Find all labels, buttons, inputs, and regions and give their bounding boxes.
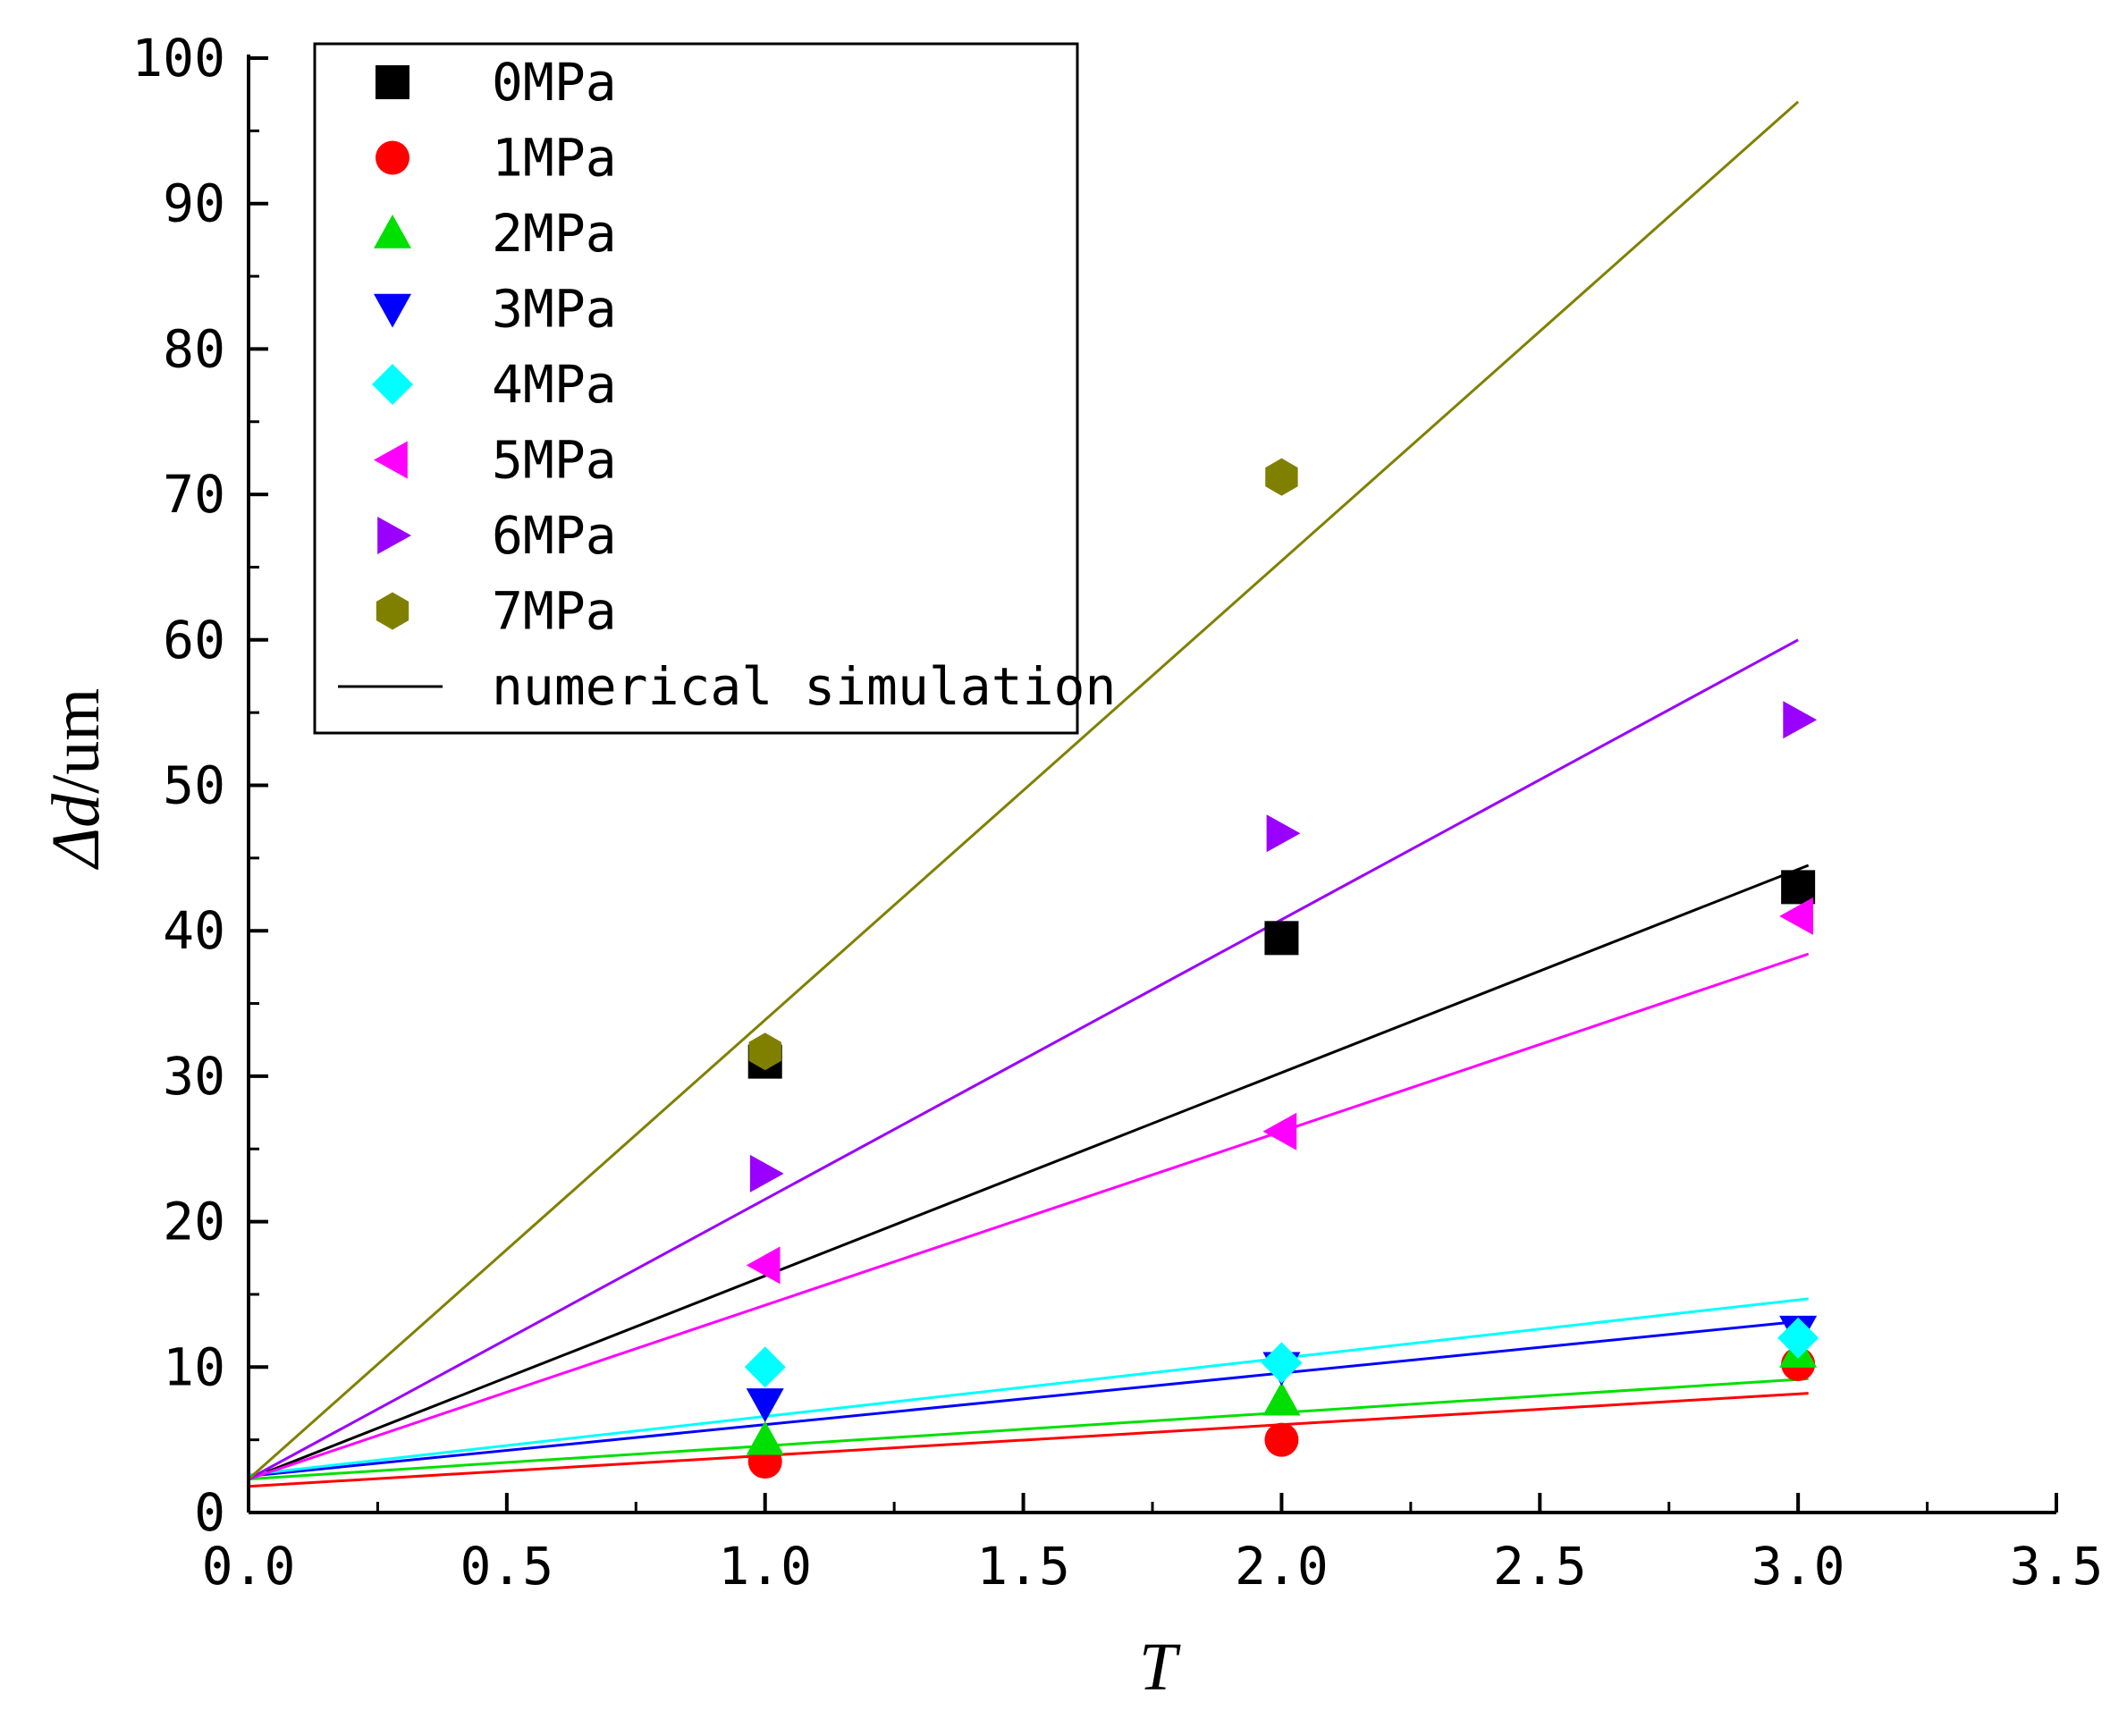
legend-label-simulation: numerical simulation — [492, 656, 1116, 717]
simulation-line-2MPa — [248, 1377, 1809, 1481]
legend-box — [313, 42, 1079, 735]
x-tick-label: 0.5 — [460, 1536, 553, 1597]
y-tick-label: 10 — [163, 1336, 225, 1397]
legend-label-6MPa: 6MPa — [492, 505, 617, 566]
y-tick-label: 90 — [163, 173, 225, 234]
legend-label-2MPa: 2MPa — [492, 203, 617, 264]
data-markers — [744, 458, 1819, 1479]
data-point-2MPa — [1262, 1381, 1301, 1416]
simulation-line-6MPa — [248, 638, 1799, 1480]
y-tick-label: 80 — [163, 318, 225, 379]
data-point-2MPa — [746, 1420, 784, 1455]
x-tick-label: 1.0 — [718, 1536, 812, 1597]
data-point-4MPa — [1261, 1342, 1303, 1384]
legend-marker-4MPa — [372, 364, 413, 405]
data-point-1MPa — [1264, 1422, 1299, 1457]
y-tick-label: 40 — [163, 900, 225, 961]
y-tick-label: 70 — [163, 464, 225, 525]
legend-marker-3MPa — [374, 293, 411, 328]
legend-items: 0MPa 1MPa 2MPa 3MPa 4MPa 5MPa 6MPa 7MPa numerica… — [338, 52, 1116, 717]
data-point-5MPa — [1262, 1112, 1297, 1150]
simulation-line-1MPa — [248, 1392, 1809, 1488]
legend-label-4MPa: 4MPa — [492, 354, 617, 415]
legend-label-7MPa: 7MPa — [492, 581, 617, 642]
legend-marker-6MPa — [377, 517, 411, 554]
legend-label-5MPa: 5MPa — [492, 430, 617, 491]
x-tick-label: 2.0 — [1235, 1536, 1329, 1597]
x-tick-label: 3.0 — [1751, 1536, 1845, 1597]
legend-marker-2MPa — [374, 215, 411, 249]
y-tick-label: 0 — [194, 1482, 225, 1543]
data-point-4MPa — [744, 1346, 786, 1388]
data-point-0MPa — [1781, 870, 1816, 905]
simulation-lines — [248, 100, 1810, 1488]
data-point-6MPa — [1783, 701, 1818, 739]
legend-marker-1MPa — [376, 140, 409, 175]
y-axis-separator: / — [38, 774, 114, 794]
y-tick-label: 100 — [131, 28, 225, 88]
simulation-line-4MPa — [248, 1297, 1809, 1477]
simulation-line-5MPa — [248, 952, 1810, 1481]
data-point-5MPa — [1779, 897, 1813, 935]
data-point-4MPa — [1777, 1317, 1819, 1359]
legend-label-0MPa: 0MPa — [492, 52, 617, 113]
tick-labels: 0 10 20 30 40 50 60 70 80 90 100 0.0 0.5 1.0 1.5 2.0 2.5… — [131, 28, 2103, 1597]
y-tick-label: 50 — [163, 755, 225, 816]
legend-marker-7MPa — [376, 592, 409, 630]
x-tick-label: 1.5 — [976, 1536, 1070, 1597]
legend-marker-0MPa — [376, 65, 409, 99]
data-point-6MPa — [1266, 814, 1301, 853]
y-tick-label: 60 — [163, 610, 225, 670]
data-point-3MPa — [746, 1388, 784, 1422]
data-point-6MPa — [749, 1154, 784, 1192]
simulation-line-7MPa — [248, 100, 1800, 1480]
x-axis-title: T — [1139, 1630, 1181, 1705]
y-axis-symbol: Δd — [38, 793, 114, 871]
simulation-line-3MPa — [248, 1319, 1809, 1478]
simulation-line-0MPa — [248, 864, 1810, 1480]
x-tick-label: 0.0 — [202, 1536, 296, 1597]
data-point-0MPa — [1264, 921, 1299, 956]
x-tick-label: 3.5 — [2010, 1536, 2104, 1597]
y-tick-label: 20 — [163, 1192, 225, 1252]
legend-label-3MPa: 3MPa — [492, 279, 617, 340]
data-point-5MPa — [746, 1246, 781, 1285]
legend-marker-5MPa — [374, 441, 408, 479]
y-axis-unit: um — [38, 688, 114, 775]
tick-marks — [247, 56, 2058, 1514]
legend: 0MPa 1MPa 2MPa 3MPa 4MPa 5MPa 6MPa 7MPa numerica… — [313, 42, 1116, 735]
data-point-7MPa — [748, 1032, 781, 1071]
y-axis-title: Δd/um — [38, 688, 114, 871]
x-tick-label: 2.5 — [1493, 1536, 1587, 1597]
data-point-7MPa — [1265, 458, 1298, 496]
y-tick-label: 30 — [163, 1046, 225, 1107]
legend-label-1MPa: 1MPa — [492, 128, 617, 189]
